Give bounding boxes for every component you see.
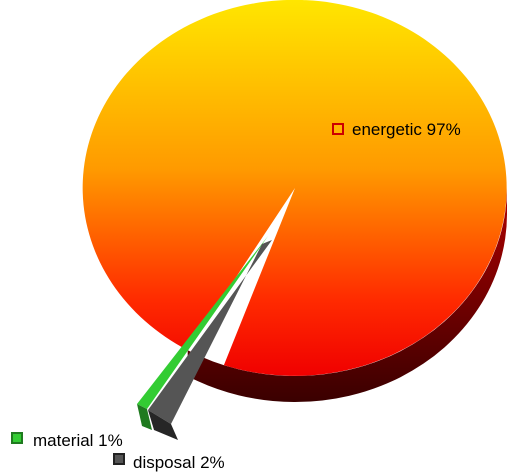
slice-disposal-top (148, 240, 272, 424)
legend-key-material (11, 432, 23, 444)
slice-material (137, 236, 268, 430)
label-disposal: disposal 2% (113, 453, 225, 472)
label-disposal-text: disposal 2% (133, 453, 225, 472)
label-material: material 1% (11, 431, 123, 450)
legend-key-disposal (113, 453, 125, 465)
label-energetic: energetic 97% (332, 120, 461, 139)
slice-disposal-side (148, 410, 178, 440)
slice-disposal (148, 240, 272, 440)
label-energetic-text: energetic 97% (352, 120, 461, 139)
slice-energetic (82, 0, 507, 403)
slice-material-top (137, 236, 268, 409)
slice-energetic-top (82, 0, 507, 376)
slice-material-side (137, 404, 152, 430)
slice-energetic-side (187, 188, 507, 403)
label-material-text: material 1% (33, 431, 123, 450)
legend-key-energetic (332, 123, 344, 135)
